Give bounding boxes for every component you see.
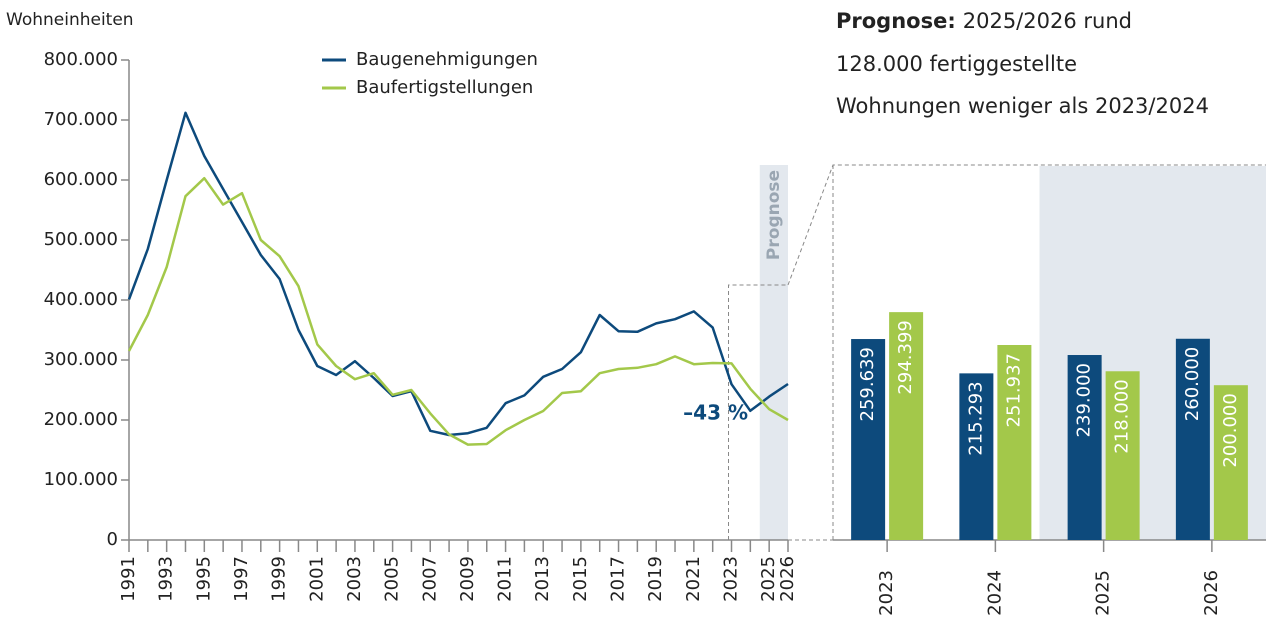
y-tick-label: 700.000: [44, 109, 118, 130]
y-tick-label: 100.000: [44, 469, 118, 490]
legend-label: Baugenehmigungen: [356, 49, 538, 70]
bar: [851, 339, 886, 540]
x-tick-label: 2023: [721, 556, 742, 602]
y-tick-label: 500.000: [44, 229, 118, 250]
y-tick-label: 600.000: [44, 169, 118, 190]
value-label: 259.639: [857, 347, 878, 421]
value-label: 251.937: [1003, 353, 1024, 427]
bar: [1067, 355, 1102, 540]
x-tick-label: 2021: [683, 556, 704, 602]
x-tick-label: 2026: [777, 556, 798, 602]
title: Prognose: 2025/2026 rund: [836, 9, 1132, 33]
bar: [997, 345, 1032, 540]
x-tick-label: 2005: [382, 556, 403, 602]
value-label: 260.000: [1182, 347, 1203, 421]
y-axis-label: Wohneinheiten: [6, 10, 134, 30]
bar: [1175, 338, 1210, 540]
x-tick-label: 2001: [306, 556, 327, 602]
y-tick-label: 200.000: [44, 409, 118, 430]
bar: [1213, 385, 1248, 540]
line-series: [127, 176, 789, 446]
x-tick-label: 2023: [876, 570, 897, 616]
bar: [959, 373, 994, 540]
value-label: 200.000: [1220, 393, 1241, 467]
title-line: 128.000 fertiggestellte: [836, 52, 1077, 76]
forecast-band: [759, 165, 788, 540]
x-tick-label: 2024: [984, 570, 1005, 616]
x-tick-label: 2017: [608, 556, 629, 602]
x-tick-label: 2026: [1201, 570, 1222, 616]
x-tick-label: 2013: [532, 556, 553, 602]
bar: [889, 312, 924, 540]
title-line: 2025/2026 rund: [963, 9, 1132, 33]
value-label: 218.000: [1112, 379, 1133, 453]
y-tick-label: 400.000: [44, 289, 118, 310]
x-tick-label: 1997: [231, 556, 252, 602]
x-tick-label: 2025: [758, 556, 779, 602]
x-tick-label: 2025: [1093, 570, 1114, 616]
value-label: 239.000: [1074, 363, 1095, 437]
legend-label: Baufertigstellungen: [356, 77, 533, 98]
x-tick-label: 1999: [269, 556, 290, 602]
line-series: [127, 111, 789, 437]
x-tick-label: 2003: [344, 556, 365, 602]
value-label: 215.293: [965, 381, 986, 455]
x-tick-label: 1991: [118, 556, 139, 602]
y-tick-label: 0: [107, 529, 118, 550]
annotation: –43 %: [683, 401, 748, 425]
x-tick-label: 2009: [457, 556, 478, 602]
x-tick-label: 2007: [419, 556, 440, 602]
zoom-outline: [728, 164, 1266, 541]
x-tick-label: 2011: [495, 556, 516, 602]
title-line: Wohnungen weniger als 2023/2024: [836, 94, 1209, 118]
forecast-label: Prognose: [764, 170, 784, 260]
x-tick-label: 2019: [645, 556, 666, 602]
x-tick-label: 1993: [156, 556, 177, 602]
value-label: 294.399: [895, 320, 916, 394]
y-tick-label: 800.000: [44, 49, 118, 70]
title-bold: Prognose:: [836, 9, 956, 33]
x-tick-label: 2015: [570, 556, 591, 602]
y-tick-label: 300.000: [44, 349, 118, 370]
bar: [1105, 371, 1140, 540]
x-tick-label: 1995: [193, 556, 214, 602]
